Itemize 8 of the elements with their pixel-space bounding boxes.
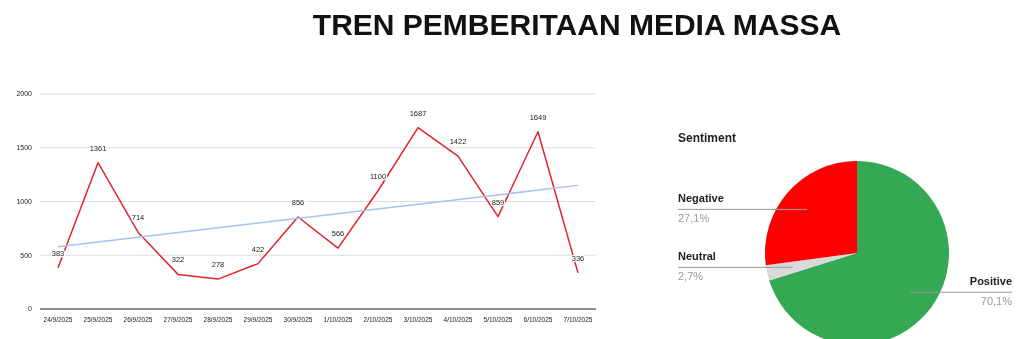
data-label: 70,1% [980, 295, 1013, 308]
data-label: 27,1% [678, 212, 710, 225]
chart-title: Sentiment [678, 131, 737, 145]
slice-label: Positive [969, 275, 1012, 288]
chart-title: TREN PEMBERITAAN MEDIA MASSA [312, 8, 842, 41]
slice-label: Neutral [678, 250, 716, 263]
slice-label: Negative [678, 192, 724, 205]
data-label: 2,7% [678, 270, 704, 283]
